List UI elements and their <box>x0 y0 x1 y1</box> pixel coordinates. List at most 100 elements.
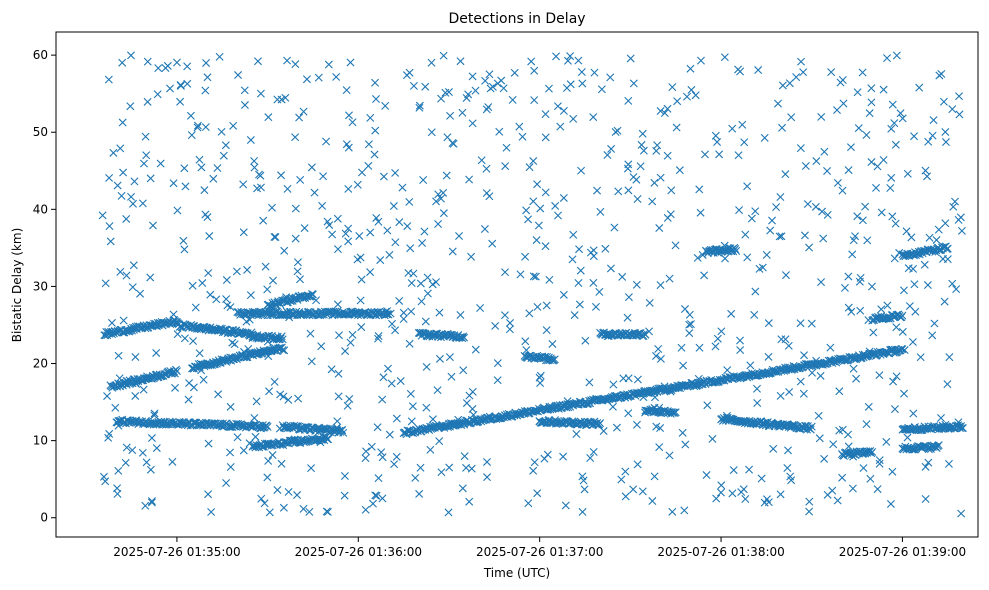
detection-point-358 <box>866 474 875 483</box>
detection-point-614 <box>103 392 112 401</box>
detection-point-644 <box>727 309 736 318</box>
detection-point-2294 <box>898 345 907 354</box>
detection-point-391 <box>334 369 343 378</box>
detection-point-717 <box>743 182 752 191</box>
detection-point-435 <box>652 146 661 155</box>
detection-point-6 <box>784 446 792 455</box>
detection-point-41 <box>948 279 957 288</box>
detection-point-168 <box>801 161 810 170</box>
detection-point-117 <box>273 485 282 494</box>
detection-point-868 <box>836 78 845 87</box>
detection-point-184 <box>98 211 107 220</box>
detection-point-121 <box>920 260 929 269</box>
detection-point-495 <box>205 232 214 241</box>
detection-point-113 <box>686 320 695 329</box>
detection-point-776 <box>447 372 456 381</box>
detection-point-659 <box>345 394 354 403</box>
detection-point-21 <box>385 250 394 259</box>
detection-point-744 <box>924 458 933 467</box>
detection-point-368 <box>465 175 474 184</box>
detection-point-709 <box>437 468 446 477</box>
detection-point-248 <box>939 97 948 106</box>
detection-point-705 <box>391 326 400 335</box>
detection-point-560 <box>388 319 396 328</box>
detection-point-294 <box>186 111 195 120</box>
detection-point-245 <box>529 157 538 166</box>
detection-point-873 <box>796 144 805 153</box>
detection-point-94 <box>406 244 415 253</box>
detection-point-261 <box>844 166 853 175</box>
detection-point-592 <box>522 206 531 215</box>
detection-point-311 <box>903 433 912 442</box>
detection-point-476 <box>147 498 156 507</box>
detection-point-869 <box>652 351 661 360</box>
detection-point-106 <box>434 190 443 199</box>
detection-point-643 <box>366 268 375 277</box>
detection-point-798 <box>624 186 633 195</box>
plot-frame <box>55 31 979 538</box>
detection-point-563 <box>407 417 416 426</box>
detection-point-137 <box>264 113 273 122</box>
detection-point-226 <box>753 384 761 393</box>
detection-point-577 <box>711 131 720 140</box>
detection-point-858 <box>201 86 210 95</box>
detection-point-793 <box>122 271 131 280</box>
detection-point-242 <box>556 122 565 131</box>
detection-point-373 <box>399 315 408 323</box>
detection-point-837 <box>259 216 268 225</box>
detection-point-58 <box>667 186 676 195</box>
detection-point-141 <box>559 106 568 115</box>
detection-point-55 <box>373 423 382 432</box>
detection-point-593 <box>529 197 538 206</box>
detection-point-190 <box>263 473 272 482</box>
detection-point-185 <box>459 366 468 375</box>
detection-point-33 <box>800 231 809 240</box>
detection-point-421 <box>193 121 202 130</box>
detection-point-472 <box>863 236 872 245</box>
detection-point-61 <box>751 207 760 216</box>
detection-point-698 <box>146 273 155 282</box>
detection-point-892 <box>233 433 242 442</box>
detection-point-30 <box>468 119 477 128</box>
detection-point-214 <box>391 238 400 247</box>
detection-point-727 <box>799 389 808 398</box>
detection-point-40 <box>590 68 599 77</box>
detection-point-98 <box>213 164 222 173</box>
detection-point-888 <box>169 179 178 188</box>
detection-point-626 <box>811 202 820 211</box>
detection-point-887 <box>101 477 110 486</box>
detection-point-415 <box>439 188 448 197</box>
detection-point-641 <box>713 334 722 343</box>
detection-point-1221 <box>277 343 286 352</box>
detection-point-2 <box>610 223 619 232</box>
detection-point-345 <box>656 354 665 363</box>
detection-point-382 <box>656 424 665 433</box>
detection-point-343 <box>197 163 206 172</box>
detection-point-552 <box>879 85 888 94</box>
detection-point-31 <box>166 84 175 93</box>
detection-point-594 <box>613 126 622 135</box>
detection-point-108 <box>344 224 353 233</box>
detection-point-362 <box>686 64 695 73</box>
detection-point-719 <box>668 507 677 516</box>
detection-point-489 <box>800 351 809 360</box>
detection-point-880 <box>941 138 950 147</box>
detection-point-553 <box>253 184 262 193</box>
detection-point-774 <box>482 164 491 173</box>
detection-point-324 <box>886 499 895 508</box>
detection-point-289 <box>823 490 832 499</box>
detection-point-367 <box>353 180 362 189</box>
detection-point-196 <box>921 462 930 471</box>
detection-point-739 <box>618 272 627 281</box>
detection-point-32 <box>322 137 331 146</box>
detection-point-844 <box>617 475 626 484</box>
detection-point-4 <box>435 308 444 317</box>
detection-point-675 <box>577 166 586 175</box>
detection-point-531 <box>696 208 705 217</box>
detection-point-2678 <box>868 447 877 456</box>
detection-point-603 <box>695 185 704 194</box>
detection-point-348 <box>173 330 182 339</box>
detection-point-409 <box>796 319 805 328</box>
detection-point-187 <box>629 485 638 494</box>
detection-point-208 <box>226 448 235 457</box>
